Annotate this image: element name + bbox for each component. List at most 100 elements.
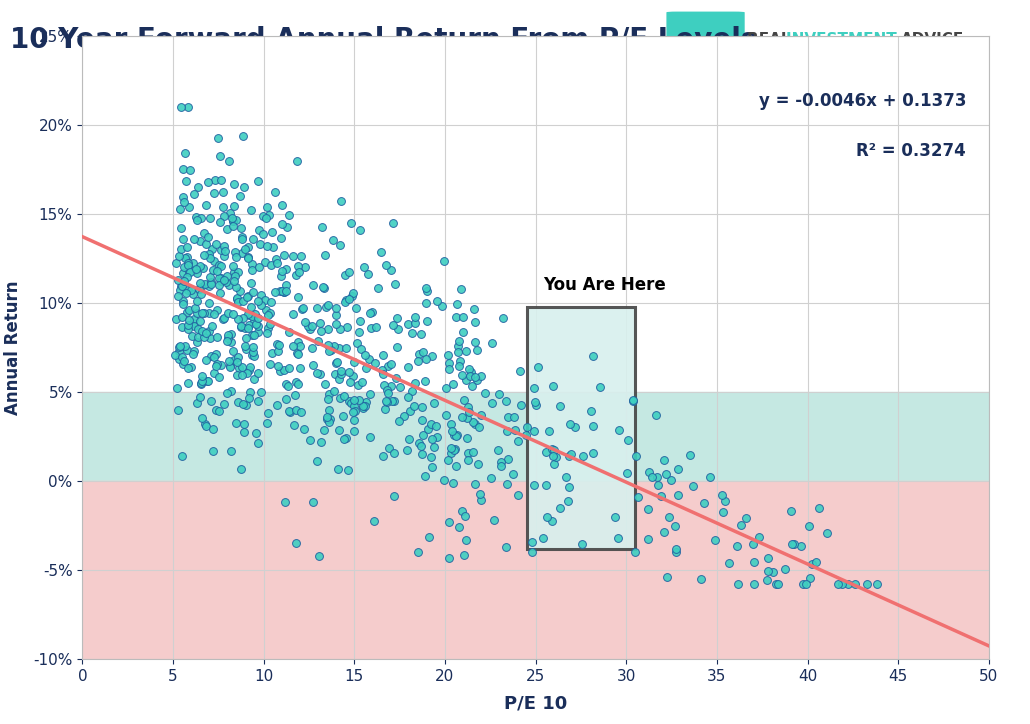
Point <box>181 266 198 278</box>
Point <box>225 215 241 227</box>
Point <box>448 460 465 471</box>
Point <box>378 384 394 395</box>
Point <box>746 557 762 568</box>
Point <box>332 392 348 404</box>
Point <box>847 578 863 590</box>
Point <box>750 531 766 542</box>
Point <box>445 445 461 456</box>
Point <box>328 303 344 314</box>
Point <box>192 316 208 327</box>
Point <box>464 366 480 378</box>
Point <box>438 382 454 394</box>
Point <box>420 531 437 543</box>
Point <box>179 272 196 283</box>
Point <box>329 356 345 368</box>
Point <box>379 396 396 408</box>
Point <box>290 348 307 360</box>
Point <box>793 540 810 552</box>
Point <box>168 257 184 269</box>
Point <box>198 327 214 339</box>
Point <box>561 418 578 430</box>
Point <box>420 423 437 434</box>
Point <box>473 370 489 382</box>
Text: You Are Here: You Are Here <box>543 276 665 294</box>
Point <box>224 211 240 223</box>
Point <box>402 405 418 416</box>
Point <box>185 188 202 200</box>
Point <box>285 308 302 320</box>
Point <box>203 395 219 406</box>
Point <box>331 424 347 436</box>
Point <box>241 309 258 321</box>
Point <box>389 324 406 335</box>
Y-axis label: Annual Return: Annual Return <box>4 280 23 415</box>
Point <box>656 526 673 538</box>
Point <box>427 421 444 432</box>
Point <box>188 307 205 319</box>
Point <box>544 515 560 526</box>
Point <box>173 101 190 113</box>
Point <box>313 326 330 337</box>
Point <box>839 578 856 590</box>
Point <box>320 389 337 400</box>
Point <box>206 351 222 363</box>
Point <box>661 512 678 523</box>
Point <box>237 323 253 334</box>
Point <box>237 243 253 255</box>
Point <box>230 313 246 325</box>
Point <box>357 396 374 408</box>
Point <box>693 573 710 585</box>
Point <box>184 348 201 360</box>
Point <box>200 177 216 188</box>
Point <box>528 399 545 411</box>
Point <box>345 405 362 417</box>
Point <box>507 424 523 436</box>
Point <box>407 378 423 390</box>
Point <box>287 538 304 550</box>
Point <box>179 377 196 389</box>
Point <box>209 305 226 316</box>
Point <box>455 394 472 405</box>
Point <box>185 289 202 300</box>
Point <box>343 397 359 408</box>
Point <box>231 362 247 374</box>
Point <box>176 355 193 366</box>
Point <box>320 416 337 428</box>
Point <box>452 355 469 367</box>
Point <box>441 515 457 527</box>
Point <box>172 222 188 233</box>
Point <box>417 470 434 481</box>
Point <box>348 303 365 314</box>
Point <box>175 298 192 310</box>
Point <box>202 332 218 344</box>
Point <box>175 163 192 174</box>
Point <box>411 437 427 449</box>
Point <box>248 427 265 439</box>
Point <box>280 327 297 338</box>
Point <box>285 251 302 262</box>
Point <box>194 412 210 424</box>
Point <box>178 287 195 299</box>
Point <box>170 405 186 416</box>
Point <box>172 284 188 295</box>
Point <box>401 434 417 445</box>
Point <box>310 336 327 348</box>
Point <box>193 379 209 390</box>
Point <box>236 418 252 430</box>
Point <box>325 385 342 397</box>
Point <box>759 574 776 586</box>
Point <box>458 374 475 386</box>
Point <box>526 426 543 437</box>
Point <box>297 316 313 328</box>
Point <box>208 404 225 416</box>
Point <box>430 295 446 306</box>
Point <box>801 573 818 584</box>
Point <box>241 319 258 330</box>
Point <box>219 329 236 341</box>
Point <box>499 425 515 437</box>
Point <box>659 571 676 583</box>
Point <box>641 466 657 478</box>
Point <box>175 358 192 370</box>
Point <box>438 409 454 421</box>
Point <box>219 332 236 344</box>
